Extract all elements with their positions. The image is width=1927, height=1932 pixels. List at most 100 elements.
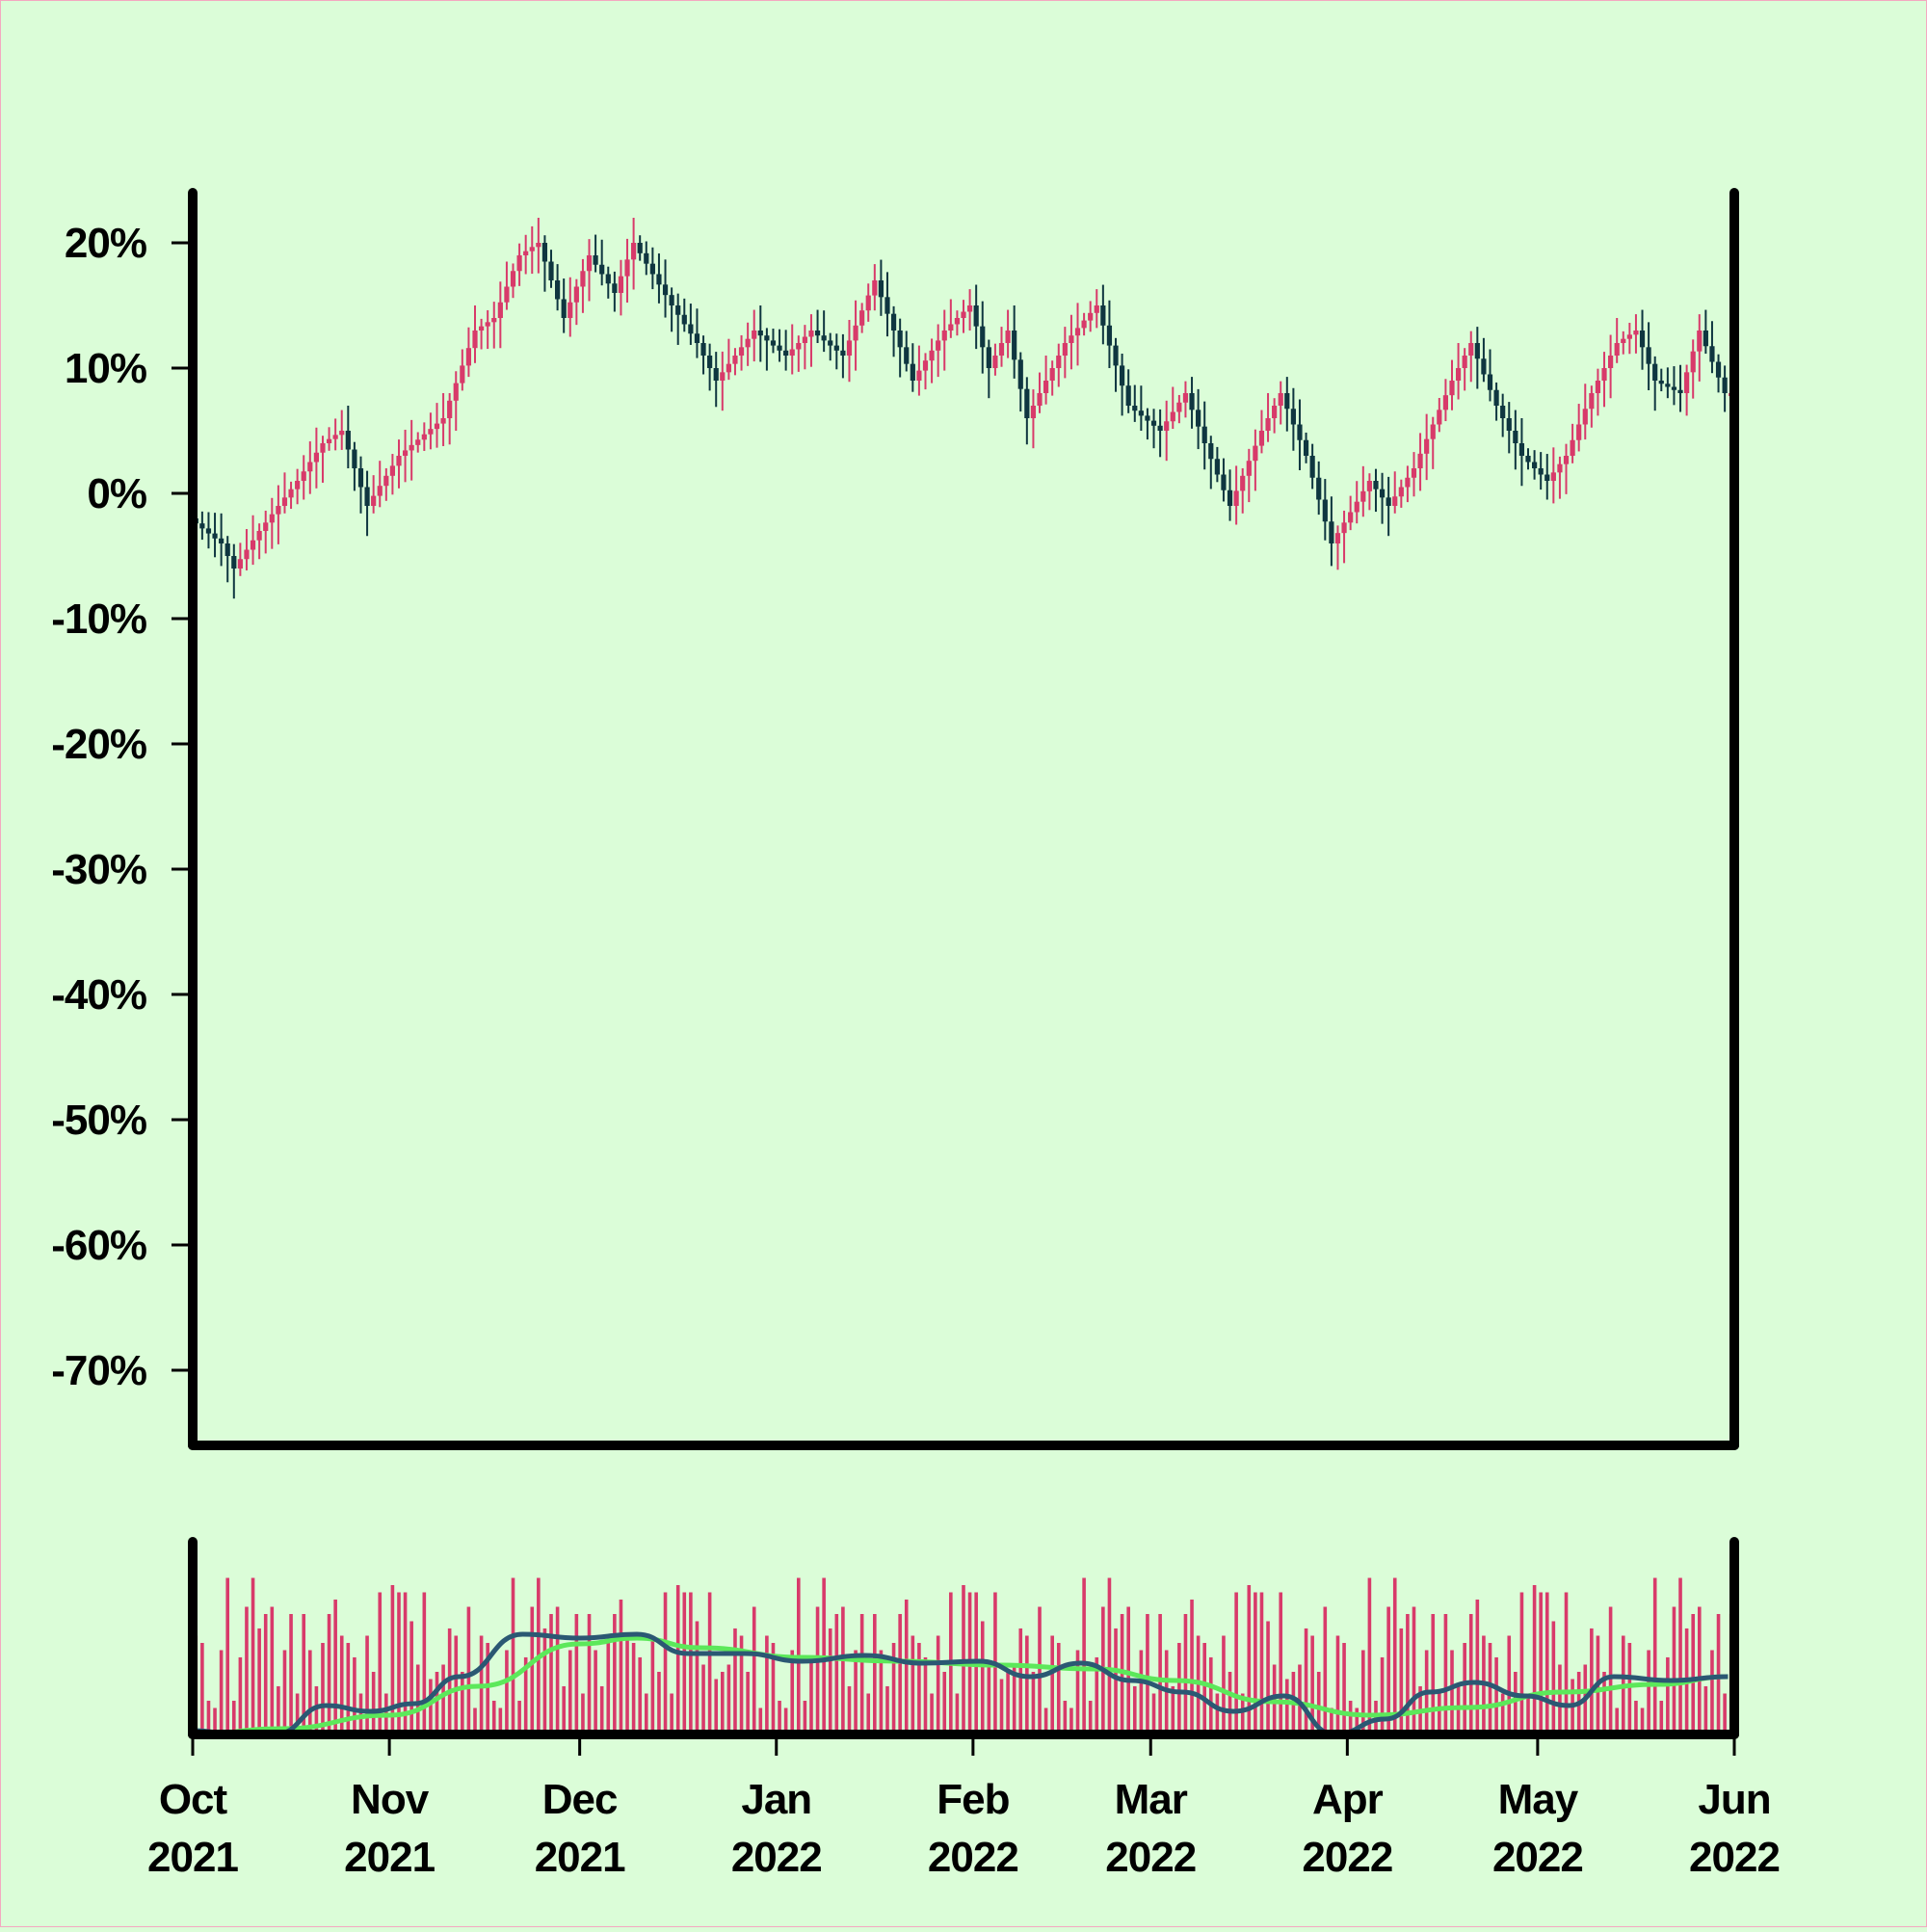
candle-body	[1341, 522, 1347, 534]
candle-body	[675, 305, 681, 315]
volume-bar	[257, 1628, 261, 1734]
volume-bar	[1151, 1693, 1156, 1734]
volume-bar	[422, 1592, 427, 1734]
volume-ma-short-line	[192, 1631, 1729, 1737]
volume-bar	[1380, 1657, 1385, 1734]
candle-body	[707, 356, 713, 368]
volume-bar	[1392, 1577, 1397, 1734]
candle-body	[1557, 463, 1563, 473]
candle-body	[916, 370, 922, 381]
candle-body	[720, 372, 726, 381]
volume-bar	[1450, 1650, 1454, 1734]
volume-bar	[657, 1672, 661, 1734]
candle-body	[434, 423, 440, 430]
volume-bar	[415, 1664, 420, 1734]
candle-body	[339, 431, 345, 436]
candle-body	[618, 276, 624, 293]
candle-body	[612, 283, 618, 293]
volume-bar	[555, 1606, 560, 1734]
volume-bar	[1259, 1592, 1264, 1734]
candle-body	[904, 347, 910, 364]
candle-body	[1049, 368, 1055, 381]
tick-labels: 20% 10% 0% -10% -20% -30% -40% -50% -60% -70% Oct 2…	[51, 220, 1781, 1881]
volume-bar	[923, 1657, 928, 1734]
volume-bar	[936, 1635, 940, 1734]
candle-body	[1125, 385, 1131, 406]
candle-body	[453, 383, 459, 401]
volume-bar	[549, 1614, 553, 1734]
volume-bar	[358, 1693, 363, 1734]
volume-bar	[562, 1686, 566, 1734]
volume-bar	[1634, 1701, 1638, 1734]
candle-body	[1468, 343, 1474, 356]
candle-body	[649, 263, 655, 275]
candle-body	[922, 360, 929, 371]
candle-body	[555, 280, 561, 300]
volume-bar	[987, 1664, 991, 1734]
volume-bar	[466, 1606, 471, 1734]
candle-body	[624, 259, 630, 277]
candle-body	[568, 302, 573, 318]
volume-bar	[1234, 1592, 1238, 1734]
candle-body	[599, 264, 605, 275]
volume-bar	[321, 1643, 325, 1734]
volume-bar	[1627, 1643, 1632, 1734]
candle-body	[631, 243, 637, 260]
candle-body	[948, 324, 954, 331]
candle-body	[250, 540, 256, 550]
candle-body	[1570, 439, 1575, 456]
candle-body	[700, 343, 706, 356]
candle-body	[726, 363, 731, 373]
volume-bar	[1266, 1621, 1270, 1734]
volume-bar	[1177, 1643, 1181, 1734]
candles	[193, 218, 1734, 599]
candle-body	[389, 465, 396, 476]
volume-bar	[542, 1628, 547, 1734]
candle-body	[796, 343, 802, 350]
candle-body	[973, 305, 979, 327]
volume-bar	[461, 1672, 464, 1734]
candle-body	[1233, 490, 1239, 506]
volume-bar	[1438, 1693, 1441, 1734]
candle-body	[1227, 490, 1233, 506]
volume-bar	[1468, 1614, 1473, 1734]
candle-body	[1442, 395, 1449, 410]
volume-bar	[429, 1679, 433, 1734]
candle-body	[256, 531, 262, 541]
volume-bar	[1652, 1577, 1657, 1734]
candle-body	[1074, 328, 1081, 336]
candle-body	[1621, 338, 1626, 343]
volume-bar	[606, 1643, 611, 1734]
volume-bar	[689, 1592, 693, 1734]
volume-bar	[714, 1679, 719, 1734]
candle-body	[1506, 418, 1512, 431]
volume-bar	[1672, 1606, 1676, 1734]
volume-bar	[1647, 1650, 1650, 1734]
candle-body	[1272, 406, 1278, 418]
candle-body	[745, 338, 751, 348]
candle-body	[1722, 377, 1728, 393]
volume-bar	[1355, 1707, 1359, 1734]
candle-body	[1005, 331, 1011, 343]
candle-body	[738, 347, 745, 356]
candle-body	[1246, 461, 1252, 476]
volume-bar	[1691, 1614, 1696, 1734]
volume-bar	[486, 1643, 489, 1734]
volume-bar	[1456, 1686, 1461, 1734]
volume-bar	[638, 1657, 642, 1734]
y-tick-label: -20%	[51, 721, 146, 768]
candle-body	[1297, 424, 1303, 440]
candle-body	[1614, 343, 1620, 356]
volume-bar	[390, 1585, 395, 1734]
volume-bar	[1025, 1635, 1029, 1734]
volume-bar	[1006, 1672, 1010, 1734]
volume-bar	[1088, 1701, 1093, 1734]
volume-bar	[619, 1600, 623, 1734]
volume-bar	[568, 1650, 572, 1734]
candle-body	[1697, 331, 1703, 352]
candle-body	[1652, 363, 1658, 381]
candle-body	[1189, 393, 1195, 410]
candle-body	[383, 475, 389, 487]
candle-body	[1633, 331, 1639, 335]
candle-body	[1589, 393, 1595, 410]
